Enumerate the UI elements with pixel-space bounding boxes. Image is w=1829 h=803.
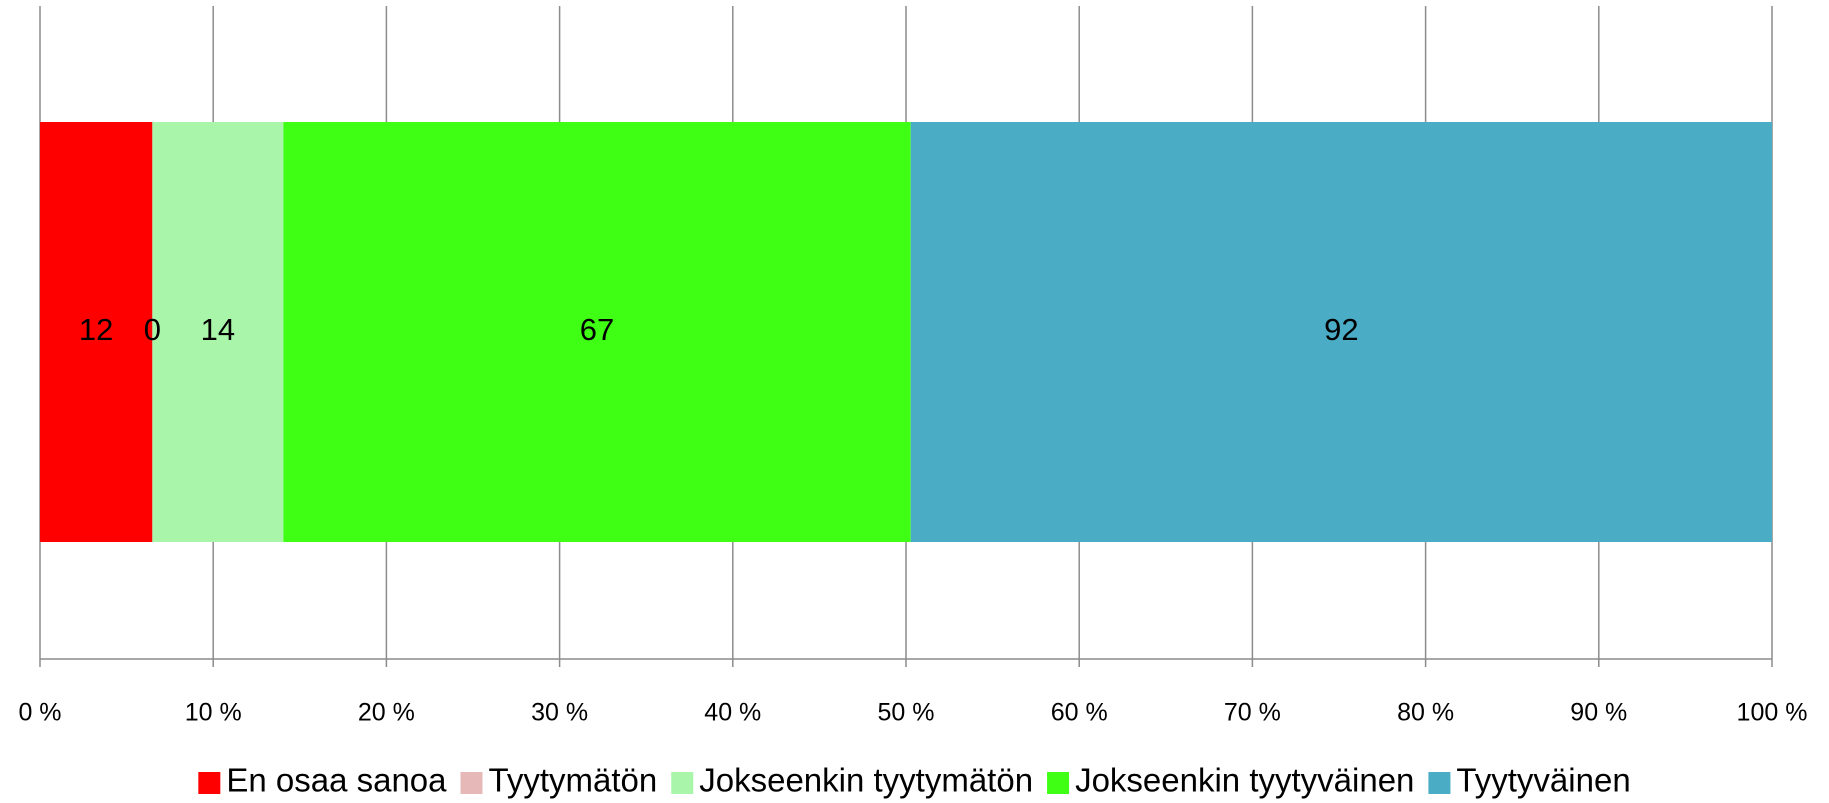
x-tick-label: 10 %: [185, 699, 242, 727]
x-tick-label: 30 %: [531, 699, 588, 727]
bar-segment: [152, 122, 284, 542]
legend-label: Jokseenkin tyytyväinen: [1075, 762, 1414, 799]
bar-segment: [283, 122, 911, 542]
x-tick-label: 60 %: [1051, 699, 1108, 727]
legend-label: Tyytyväinen: [1456, 762, 1630, 799]
x-tick-label: 20 %: [358, 699, 415, 727]
data-label: 14: [201, 312, 235, 347]
legend-swatch: [671, 772, 694, 794]
legend-swatch: [1047, 772, 1070, 794]
bar-segment: [910, 122, 1772, 542]
legend-swatch: [460, 772, 483, 794]
x-tick-label: 40 %: [704, 699, 761, 727]
x-tick-label: 90 %: [1570, 699, 1627, 727]
x-tick-label: 0 %: [18, 699, 61, 727]
legend-label: Tyytymätön: [489, 762, 658, 799]
legend-swatch: [1428, 772, 1451, 794]
data-label: 92: [1324, 312, 1358, 347]
legend-label: Jokseenkin tyytymätön: [699, 762, 1033, 799]
data-label: 0: [144, 312, 161, 347]
data-label: 12: [79, 312, 113, 347]
legend-swatch: [198, 772, 221, 794]
x-tick-label: 50 %: [878, 699, 935, 727]
legend: En osaa sanoa Tyytymätön Jokseenkin tyytym…: [198, 762, 1631, 799]
x-tick-label: 70 %: [1224, 699, 1281, 727]
x-tick-label: 100 %: [1737, 699, 1808, 727]
x-tick-label: 80 %: [1397, 699, 1454, 727]
legend-label: En osaa sanoa: [226, 762, 447, 799]
data-label: 67: [580, 312, 614, 347]
bar-segment: [40, 122, 153, 542]
